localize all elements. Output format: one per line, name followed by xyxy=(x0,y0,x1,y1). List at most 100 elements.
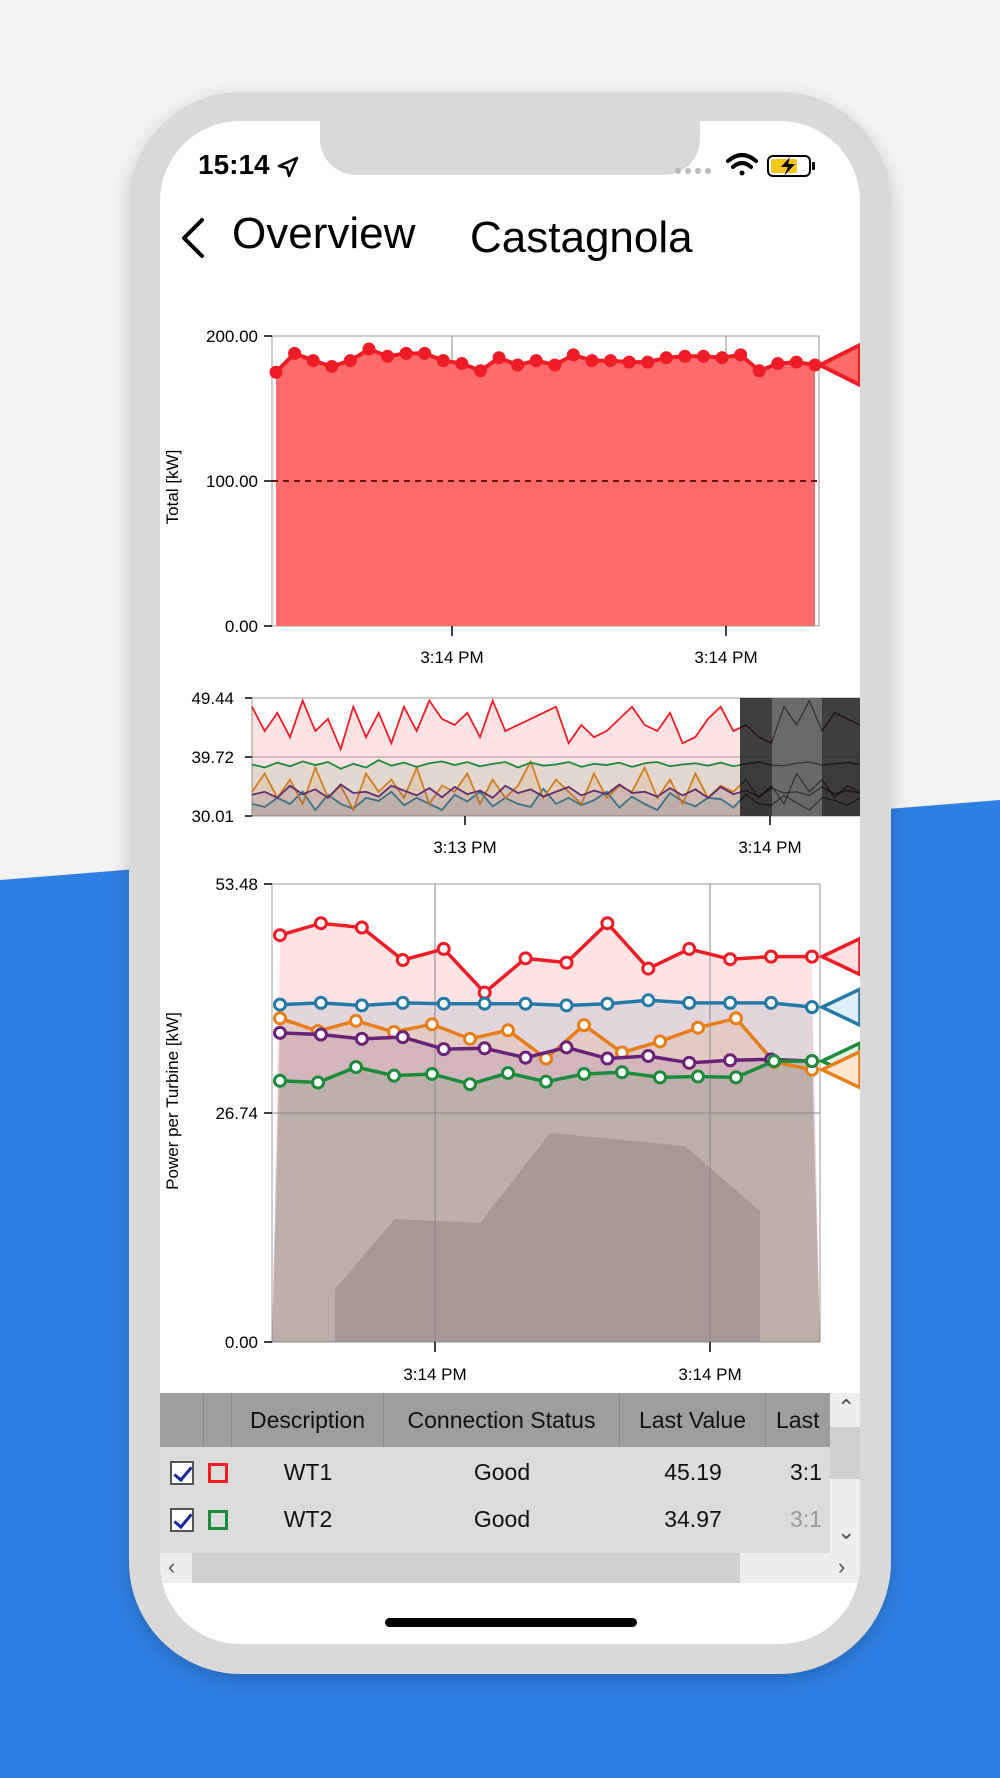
row-status: Good xyxy=(473,1506,531,1532)
total-y-label: Total [kW] xyxy=(163,450,182,525)
turbine-value-markers[interactable] xyxy=(817,936,860,1090)
back-chevron-icon[interactable] xyxy=(178,216,208,260)
turbine-point xyxy=(577,1018,591,1033)
total-chart[interactable]: 200.00 100.00 0.00 3:14 PM 3:14 PM Total [k… xyxy=(163,327,860,667)
turbine-point xyxy=(653,1034,667,1049)
total-point xyxy=(306,354,320,368)
turbine-point xyxy=(729,1011,743,1026)
turbine-point xyxy=(313,916,328,931)
row-last-value: 45.19 xyxy=(664,1459,722,1485)
app-screen: 15:14 Overview Castagnol xyxy=(160,121,860,1644)
horizontal-scroll-thumb[interactable] xyxy=(192,1553,740,1583)
table-row[interactable]: WT1 Good 45.19 3:1 xyxy=(160,1449,830,1496)
total-value-marker[interactable] xyxy=(815,342,860,388)
turbine-point xyxy=(767,1054,781,1069)
total-point xyxy=(641,355,655,369)
header-checkbox-col[interactable] xyxy=(160,1393,204,1447)
scroll-right-icon[interactable]: › xyxy=(838,1554,846,1579)
total-point xyxy=(752,364,766,378)
turbine-point xyxy=(518,951,533,966)
charts-area: 200.00 100.00 0.00 3:14 PM 3:14 PM Total [k… xyxy=(163,327,860,1384)
total-point xyxy=(511,358,525,372)
total-point xyxy=(492,351,506,365)
total-point xyxy=(362,342,376,356)
vertical-scroll-thumb[interactable] xyxy=(830,1427,860,1479)
scroll-down-icon[interactable]: ⌄ xyxy=(837,1519,856,1544)
overview-y-ticks: 49.44 39.72 30.01 xyxy=(191,689,252,826)
total-point xyxy=(325,359,339,373)
turbine-point xyxy=(273,928,287,943)
row-last-time: 3:1 xyxy=(790,1459,822,1485)
overview-line-shade xyxy=(740,793,860,811)
turbine-area xyxy=(272,1061,820,1342)
header-description[interactable]: Description xyxy=(232,1393,384,1447)
total-point xyxy=(659,351,673,365)
total-point xyxy=(678,349,692,363)
turbine-point xyxy=(387,1068,401,1083)
total-point xyxy=(771,357,785,371)
turbine-line xyxy=(279,920,812,995)
total-point xyxy=(473,364,487,378)
turbine-point xyxy=(436,941,451,956)
checkbox-icon[interactable] xyxy=(170,1460,194,1485)
x-tick-label: 3:14 PM xyxy=(694,648,757,667)
house-watermark-icon xyxy=(335,1133,760,1342)
turbine-point xyxy=(313,995,328,1010)
scroll-left-icon[interactable]: ‹ xyxy=(168,1554,176,1579)
total-point xyxy=(622,355,636,369)
turbine-point xyxy=(477,1041,492,1056)
table-row[interactable]: WT2 Good 34.97 3:1 xyxy=(160,1496,830,1543)
y-tick-label: 53.48 xyxy=(215,875,258,894)
x-tick-label: 3:14 PM xyxy=(403,1365,466,1384)
overview-series xyxy=(251,698,860,816)
battery-charging-icon xyxy=(767,155,815,177)
total-points xyxy=(269,342,822,379)
header-connection-status[interactable]: Connection Status xyxy=(384,1393,620,1447)
header-last-time[interactable]: Last xyxy=(776,1407,820,1433)
phone-notch xyxy=(320,121,700,175)
series-value-marker[interactable] xyxy=(817,987,860,1028)
header-color-col[interactable] xyxy=(204,1393,232,1447)
turbine-point xyxy=(805,949,819,964)
series-value-marker[interactable] xyxy=(817,936,860,977)
vertical-scrollbar[interactable]: ⌃ ⌄ xyxy=(830,1393,860,1553)
horizontal-scrollbar[interactable]: ‹ › xyxy=(160,1553,860,1583)
turbine-point xyxy=(436,996,451,1011)
row-last-value: 34.97 xyxy=(664,1506,722,1532)
turbine-area xyxy=(272,1018,820,1342)
turbine-point xyxy=(641,1048,656,1063)
row-status: Good xyxy=(473,1459,531,1485)
overview-area xyxy=(252,760,860,816)
signal-dots-icon xyxy=(675,168,711,174)
overview-chart[interactable]: 49.44 39.72 30.01 3:13 PM 3:14 PM xyxy=(191,689,860,857)
turbine-point xyxy=(349,1013,363,1028)
turbine-point xyxy=(273,997,287,1012)
turbine-point xyxy=(691,1069,705,1084)
turbine-point xyxy=(600,916,615,931)
turbine-point xyxy=(273,1011,287,1026)
turbine-y-ticks: 53.48 26.74 0.00 xyxy=(215,875,272,1352)
header-last-value[interactable]: Last Value xyxy=(620,1393,766,1447)
turbine-point xyxy=(641,961,656,976)
turbine-point xyxy=(600,996,615,1011)
turbine-chart[interactable]: 53.48 26.74 0.00 3:14 PM 3:14 PM Power per … xyxy=(163,875,860,1384)
scroll-up-icon[interactable]: ⌃ xyxy=(837,1395,856,1420)
turbine-point xyxy=(436,1042,451,1057)
total-point xyxy=(269,365,283,379)
total-y-ticks: 200.00 100.00 0.00 xyxy=(206,327,272,636)
x-tick-label: 3:13 PM xyxy=(433,838,496,857)
turbine-point xyxy=(463,1077,477,1092)
total-point xyxy=(381,349,395,363)
turbine-point xyxy=(313,1027,328,1042)
turbine-point xyxy=(764,949,779,964)
turbine-point xyxy=(273,1025,287,1040)
series-value-marker[interactable] xyxy=(817,1049,860,1090)
total-point xyxy=(548,358,562,372)
home-indicator[interactable] xyxy=(385,1618,637,1627)
turbine-x-ticks: 3:14 PM 3:14 PM xyxy=(403,1342,742,1384)
turbine-point xyxy=(559,998,574,1013)
checkbox-icon[interactable] xyxy=(170,1507,194,1532)
total-point xyxy=(455,357,469,371)
back-button[interactable]: Overview xyxy=(232,209,416,258)
turbine-point xyxy=(518,996,533,1011)
